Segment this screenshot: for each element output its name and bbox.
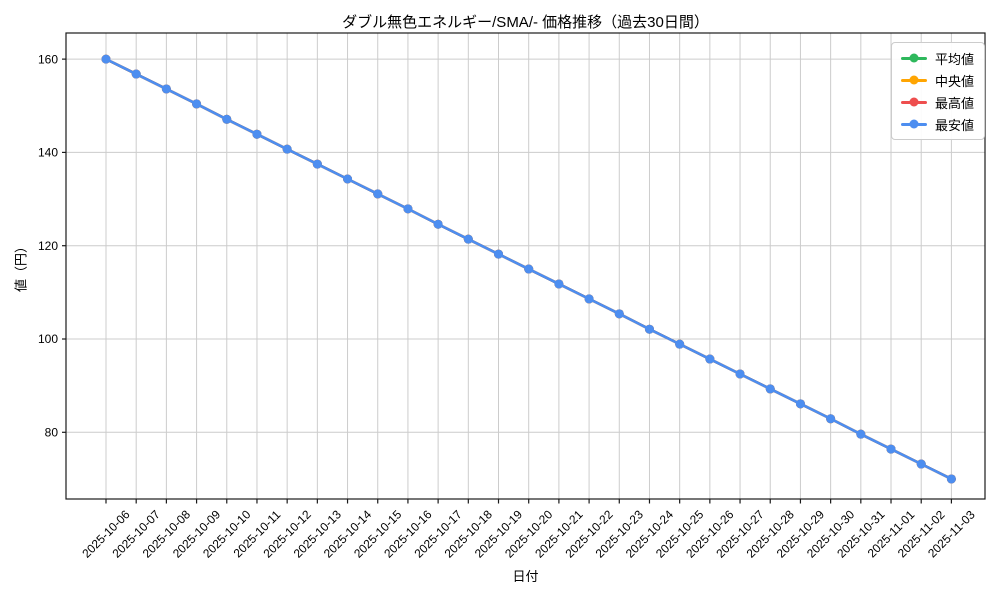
series-min-point bbox=[252, 129, 262, 139]
median-line-marker-icon bbox=[900, 75, 927, 85]
min-line-marker-icon bbox=[900, 119, 927, 129]
y-tick-label: 140 bbox=[38, 146, 58, 160]
series-min-point bbox=[101, 54, 111, 64]
series-min-point bbox=[614, 309, 624, 319]
legend-item-mean: 平均値 bbox=[900, 49, 974, 67]
series-min-point bbox=[795, 399, 805, 409]
legend-label-median: 中央値 bbox=[934, 73, 974, 89]
legend-label-max: 最高値 bbox=[934, 95, 974, 111]
x-axis-label: 日付 bbox=[512, 569, 539, 584]
series-min-point bbox=[946, 474, 956, 484]
y-tick-label: 100 bbox=[38, 332, 58, 346]
series-min-point bbox=[675, 339, 685, 349]
series-min-point bbox=[282, 144, 292, 154]
series-min-point bbox=[765, 384, 775, 394]
series-min-point bbox=[222, 114, 232, 124]
legend-label-mean: 平均値 bbox=[934, 51, 974, 67]
series-min-point bbox=[524, 264, 534, 274]
series-min-point bbox=[584, 294, 594, 304]
series-min-point bbox=[826, 414, 836, 424]
series-min-point bbox=[373, 189, 383, 199]
series-min-point bbox=[886, 444, 896, 454]
series-min-point bbox=[161, 84, 171, 94]
series-min-point bbox=[494, 249, 504, 259]
series-min-point bbox=[403, 204, 413, 214]
legend-item-min: 最安値 bbox=[900, 115, 974, 133]
series-min-point bbox=[463, 234, 473, 244]
y-tick-label: 120 bbox=[38, 239, 58, 253]
y-tick-label: 80 bbox=[45, 425, 59, 439]
series-min-point bbox=[856, 429, 866, 439]
plot-border bbox=[65, 32, 986, 500]
legend: 平均値 中央値 最高値 最安値 bbox=[890, 42, 985, 140]
chart-title: ダブル無色エネルギー/SMA/- 価格推移（過去30日間） bbox=[342, 14, 709, 31]
series-min-point bbox=[312, 159, 322, 169]
series-min-point bbox=[644, 324, 654, 334]
series-min-point bbox=[131, 69, 141, 79]
y-tick-label: 160 bbox=[38, 52, 58, 66]
series-min-point bbox=[735, 369, 745, 379]
legend-item-median: 中央値 bbox=[900, 71, 974, 89]
series-min-point bbox=[705, 354, 715, 364]
y-axis-label: 値（円） bbox=[13, 239, 29, 293]
series-min-point bbox=[192, 99, 202, 109]
series-min-point bbox=[343, 174, 353, 184]
mean-line-marker-icon bbox=[900, 53, 927, 63]
series-min-point bbox=[554, 279, 564, 289]
max-line-marker-icon bbox=[900, 97, 927, 107]
legend-item-max: 最高値 bbox=[900, 93, 974, 111]
legend-label-min: 最安値 bbox=[934, 117, 974, 133]
series-min-point bbox=[916, 459, 926, 469]
series-min-point bbox=[433, 219, 443, 229]
